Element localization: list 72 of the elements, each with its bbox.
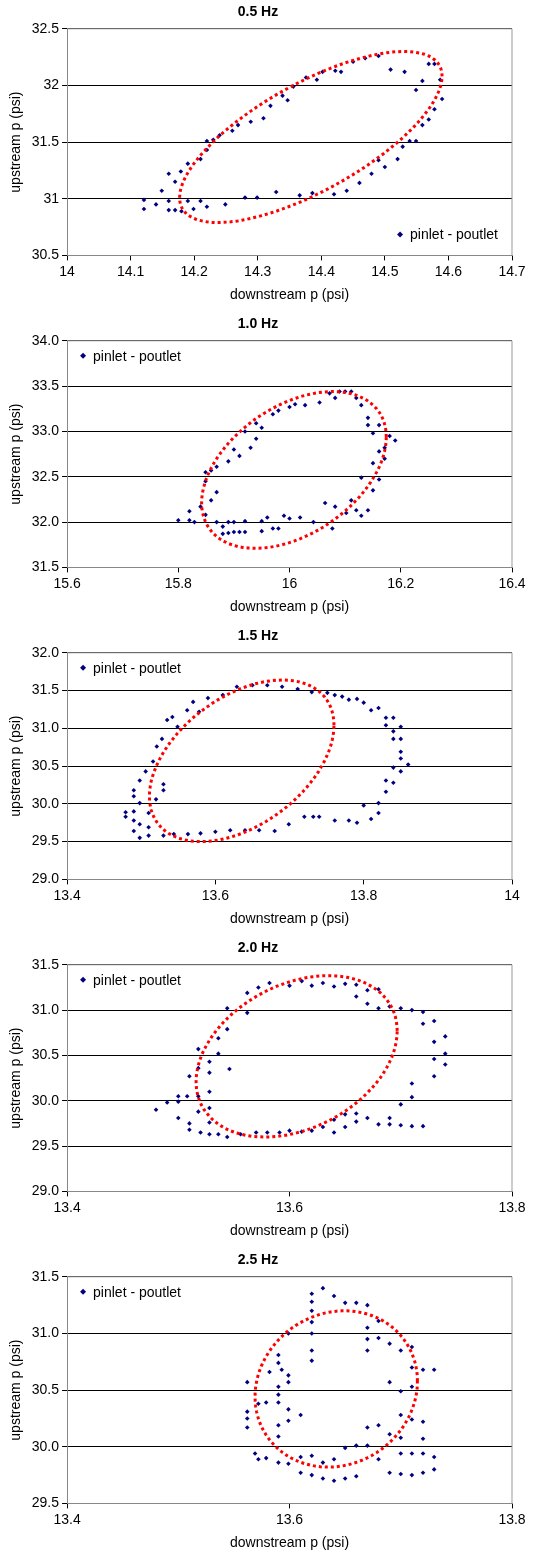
y-axis-title: upstream p (psi) xyxy=(7,1339,24,1441)
y-axis-title: upstream p (psi) xyxy=(7,403,24,505)
x-tick-label: 14.4 xyxy=(307,262,336,279)
x-tick-label: 13.8 xyxy=(498,1198,526,1215)
y-tick-label: 31.0 xyxy=(31,719,60,736)
y-tick-label: 31.5 xyxy=(31,1267,60,1284)
x-tick-label: 14 xyxy=(59,262,76,279)
x-axis-title: downstream p (psi) xyxy=(230,286,350,303)
y-tick-label: 30.0 xyxy=(31,1437,60,1454)
x-tick-label: 13.4 xyxy=(53,1510,81,1527)
x-axis-title: downstream p (psi) xyxy=(230,598,350,615)
y-tick-label: 32 xyxy=(43,76,60,93)
x-tick-label: 14 xyxy=(504,886,520,903)
y-tick-label: 29.5 xyxy=(31,1136,60,1153)
y-tick-label: 31.5 xyxy=(31,132,60,149)
x-tick-label: 13.4 xyxy=(53,1198,81,1215)
x-tick-label: 14.7 xyxy=(498,262,526,279)
y-tick-label: 29.5 xyxy=(31,1494,60,1511)
y-tick-label: 34.0 xyxy=(31,331,60,348)
legend-label: pinlet - poutlet xyxy=(93,971,182,988)
x-tick-label: 13.8 xyxy=(350,886,378,903)
x-tick-label: 13.6 xyxy=(275,1510,304,1527)
x-axis-title: downstream p (psi) xyxy=(230,1222,350,1239)
legend-label: pinlet - poutlet xyxy=(93,347,182,364)
chart-title: 0.5 Hz xyxy=(237,3,279,20)
x-tick-label: 13.6 xyxy=(201,886,230,903)
chart-title: 2.5 Hz xyxy=(237,1251,279,1268)
y-tick-label: 29.5 xyxy=(31,832,60,849)
chart-title: 1.5 Hz xyxy=(237,627,279,644)
y-tick-label: 31.0 xyxy=(31,1324,60,1341)
x-tick-label: 16.2 xyxy=(387,574,415,591)
x-tick-label: 14.2 xyxy=(180,262,209,279)
x-tick-label: 13.4 xyxy=(53,886,81,903)
y-axis-title: upstream p (psi) xyxy=(7,91,24,193)
x-tick-label: 13.8 xyxy=(498,1510,526,1527)
x-tick-label: 13.6 xyxy=(275,1198,304,1215)
y-tick-label: 29.0 xyxy=(31,870,60,887)
y-tick-label: 31.5 xyxy=(31,955,60,972)
x-tick-label: 14.5 xyxy=(371,262,399,279)
y-tick-label: 30.0 xyxy=(31,1091,60,1108)
x-axis-title: downstream p (psi) xyxy=(230,1534,350,1551)
y-tick-label: 32.5 xyxy=(31,19,60,36)
y-tick-label: 31 xyxy=(43,189,60,206)
y-tick-label: 31.5 xyxy=(31,681,60,698)
y-tick-label: 30.5 xyxy=(31,1046,60,1063)
legend-label: pinlet - poutlet xyxy=(410,226,499,243)
x-tick-label: 15.6 xyxy=(53,574,81,591)
chart-title: 1.0 Hz xyxy=(237,315,279,332)
y-tick-label: 32.5 xyxy=(31,467,60,484)
y-tick-label: 32.0 xyxy=(31,643,60,660)
y-tick-label: 31.5 xyxy=(31,558,60,575)
y-tick-label: 32.0 xyxy=(31,512,60,529)
y-tick-label: 33.0 xyxy=(31,422,60,439)
x-tick-label: 16 xyxy=(281,574,298,591)
y-axis-title: upstream p (psi) xyxy=(7,1027,24,1129)
y-tick-label: 31.0 xyxy=(31,1000,60,1017)
x-axis-title: downstream p (psi) xyxy=(230,910,350,927)
y-axis-title: upstream p (psi) xyxy=(7,715,24,817)
x-tick-label: 14.6 xyxy=(434,262,463,279)
y-tick-label: 30.0 xyxy=(31,794,60,811)
x-tick-label: 14.1 xyxy=(116,262,145,279)
legend-label: pinlet - poutlet xyxy=(93,1283,182,1300)
y-tick-label: 30.5 xyxy=(31,246,60,263)
y-tick-label: 29.0 xyxy=(31,1182,60,1199)
x-tick-label: 14.3 xyxy=(244,262,272,279)
y-tick-label: 33.5 xyxy=(31,376,60,393)
legend-label: pinlet - poutlet xyxy=(93,659,182,676)
chart-title: 2.0 Hz xyxy=(237,939,279,956)
y-tick-label: 30.5 xyxy=(31,756,60,773)
x-tick-label: 16.4 xyxy=(498,574,526,591)
y-tick-label: 30.5 xyxy=(31,1380,60,1397)
x-tick-label: 15.8 xyxy=(164,574,193,591)
